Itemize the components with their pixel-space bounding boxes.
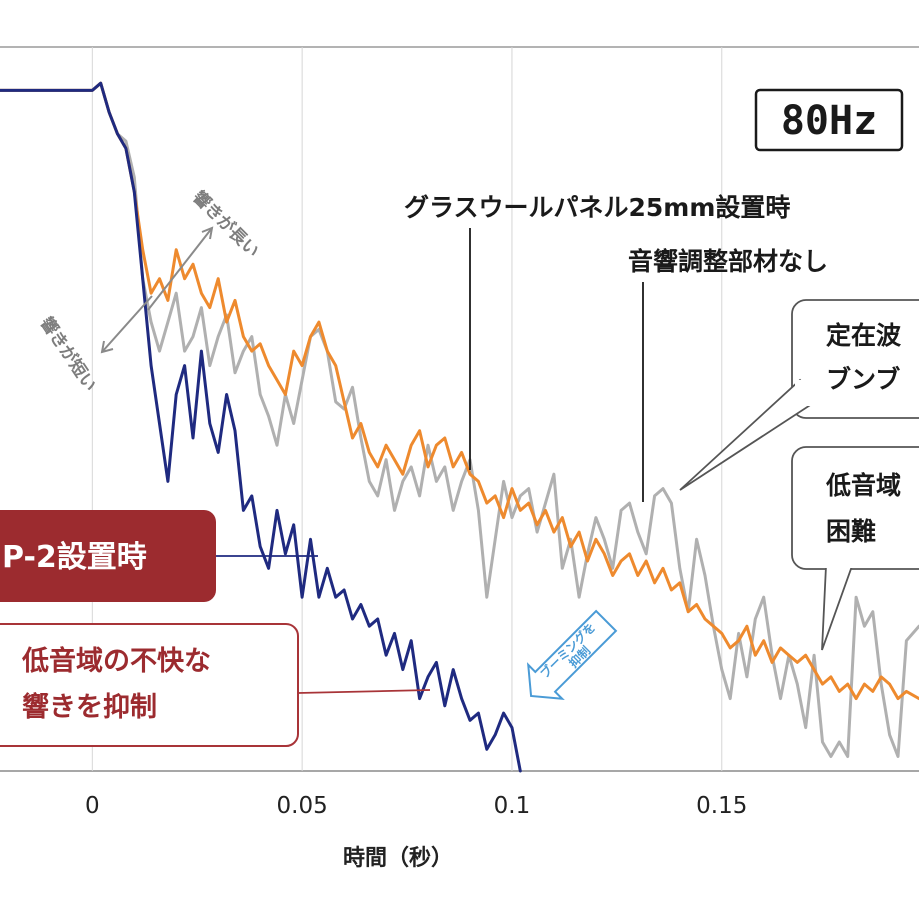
frequency-box-frame <box>754 88 904 152</box>
short-arrow-line <box>101 295 153 353</box>
low-frequency-tail-cover <box>822 558 856 568</box>
x-tick-label: 0 <box>85 793 100 819</box>
shorter-reverb-label: 響きが短い <box>36 313 101 395</box>
x-tick-label: 0.15 <box>696 793 747 819</box>
long-arrow-line <box>147 227 213 311</box>
low-frequency-tail <box>821 565 854 651</box>
suppression-callout: 低音域の不快な 響きを抑制 <box>0 623 431 747</box>
longer-reverb-label: 響きが長い <box>188 187 263 262</box>
series-line-3 <box>0 81 522 773</box>
glasswool-label: グラスウールパネル25mm設置時 <box>404 193 790 222</box>
x-tick-label: 0.05 <box>277 793 328 819</box>
x-tick-label: 0.1 <box>494 793 531 819</box>
low-frequency-box <box>791 446 919 570</box>
standing-wave-line2: ブンブ <box>826 365 900 394</box>
x-axis-title: 時間（秒） <box>343 846 453 871</box>
booming-arrow-shape <box>526 609 618 701</box>
frequency-label: 80Hz <box>781 98 877 144</box>
booming-arrow: ブーミングを 抑制 <box>526 609 618 701</box>
vertical-gridlines <box>91 47 723 771</box>
product-badge-label: P-2設置時 <box>2 540 147 575</box>
no-treatment-label: 音響調整部材なし <box>628 247 828 276</box>
standing-wave-callout: 定在波 ブンブ <box>679 299 919 491</box>
low-frequency-line2: 困難 <box>826 517 876 546</box>
product-badge-bg <box>0 510 216 602</box>
low-frequency-line1: 低音域 <box>825 471 901 500</box>
suppression-line1: 低音域の不快な <box>21 645 211 677</box>
suppression-leader <box>297 689 431 694</box>
long-arrow-head <box>201 226 214 240</box>
series-line-2 <box>0 81 919 701</box>
suppression-line2: 響きを抑制 <box>22 691 157 723</box>
x-tick-labels: 00.050.10.150 <box>85 793 747 819</box>
product-badge: P-2設置時 <box>0 510 318 602</box>
short-arrow-head <box>100 340 114 354</box>
plot-area: 00.050.10.150 <box>0 46 919 819</box>
suppression-callout-box <box>0 623 299 747</box>
standing-wave-tail-cover <box>795 380 825 406</box>
standing-wave-line1: 定在波 <box>826 321 902 350</box>
low-frequency-callout: 低音域 困難 <box>791 446 919 651</box>
frequency-box: 80Hz <box>754 88 904 152</box>
series-group <box>0 81 919 773</box>
